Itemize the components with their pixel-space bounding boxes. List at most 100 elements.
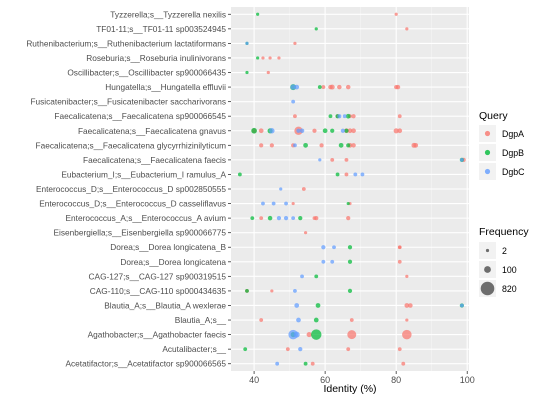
y-tick-label: Dorea;s__Dorea longicatena_B xyxy=(110,242,226,252)
data-point-dgbc xyxy=(275,361,280,366)
data-point-dgpb xyxy=(314,274,319,279)
data-point-dgpb xyxy=(322,128,328,134)
data-point-dgpa xyxy=(268,56,272,60)
data-point-dgbc xyxy=(321,259,326,264)
data-point-dgpb xyxy=(330,128,335,133)
legend-size-label: 820 xyxy=(502,284,517,294)
data-point-dgbc xyxy=(290,84,296,90)
legend-title-query: Query xyxy=(479,110,508,122)
data-point-dgbc xyxy=(284,201,288,206)
data-point-dgpb xyxy=(256,56,260,60)
data-point-dgbc xyxy=(294,84,300,90)
data-point-dgpa xyxy=(405,318,409,322)
data-point-dgpa xyxy=(291,201,295,206)
data-point-dgpb xyxy=(256,12,260,16)
data-point-dgpa xyxy=(351,143,356,148)
y-tick-label: Fusicatenibacter;s__Fusicatenibacter sac… xyxy=(30,97,226,107)
data-point-dgbc xyxy=(299,128,305,134)
x-axis-title: Identity (%) xyxy=(323,383,376,395)
y-tick-label: Tyzzerella;s__Tyzzerella nexilis xyxy=(110,9,226,19)
data-point-dgpb xyxy=(346,201,350,206)
data-point-dgbc xyxy=(296,317,301,323)
y-tick-label: Enterococcus_A;s__Enterococcus_A avium xyxy=(66,213,227,223)
y-tick-label: TF01-11;s__TF01-11 sp003524945 xyxy=(96,24,226,34)
data-point-dgpb xyxy=(303,142,308,148)
data-point-dgpb xyxy=(267,215,273,221)
data-point-dgpb xyxy=(313,317,319,323)
legend-swatch-dgpa xyxy=(484,130,491,137)
legend-size-swatch xyxy=(480,281,495,296)
x-tick-label: 40 xyxy=(249,375,259,385)
data-point-dgbc xyxy=(459,303,464,308)
data-point-dgpb xyxy=(338,142,344,148)
y-tick-label: Faecalicatena;s__Faecalicatena glycyrrhi… xyxy=(36,140,227,150)
y-tick-label: Faecalicatena;s__Faecalicatena gnavus xyxy=(78,126,226,136)
data-point-dgpa xyxy=(405,274,409,278)
data-point-dgbc xyxy=(293,331,300,338)
y-tick-label: Acutalibacter;s__ xyxy=(162,344,226,354)
data-point-dgpa xyxy=(408,303,413,308)
data-point-dgpa xyxy=(312,128,317,133)
legend-swatch-dgbc xyxy=(484,168,491,175)
data-point-dgpa xyxy=(345,84,351,90)
data-point-dgpa xyxy=(261,56,265,60)
data-point-dgpa xyxy=(405,27,409,31)
y-tick-label: Enterococcus_D;s__Enterococcus_D sp00285… xyxy=(36,184,226,194)
data-point-dgpb xyxy=(237,172,242,177)
data-point-dgpa xyxy=(394,12,398,16)
legend-size-swatch xyxy=(485,248,490,253)
data-point-dgpa xyxy=(347,330,357,340)
data-point-dgpa xyxy=(344,157,349,162)
data-point-dgpb xyxy=(315,303,321,308)
data-point-dgpa xyxy=(310,361,315,366)
data-point-dgpb xyxy=(311,329,322,340)
data-point-dgbc xyxy=(293,143,297,148)
x-tick-label: 100 xyxy=(460,375,475,385)
data-point-dgbc xyxy=(330,259,335,264)
data-point-dgpb xyxy=(314,27,318,31)
data-point-dgpa xyxy=(347,128,353,134)
data-point-dgbc xyxy=(459,157,464,162)
data-point-dgpa xyxy=(328,84,333,90)
legend-size-label: 100 xyxy=(502,265,517,275)
data-point-dgpa xyxy=(346,347,351,352)
data-point-dgpb xyxy=(250,216,255,221)
data-point-dgbc xyxy=(291,216,296,221)
data-point-dgbc xyxy=(245,41,249,46)
data-point-dgpa xyxy=(270,289,274,293)
data-point-dgpb xyxy=(328,114,333,119)
data-point-dgbc xyxy=(294,303,300,308)
y-tick-label: Ruthenibacterium;s__Ruthenibacterium lac… xyxy=(26,38,226,48)
data-point-dgpa xyxy=(398,245,402,249)
data-point-dgpa xyxy=(337,84,342,90)
data-point-dgpb xyxy=(251,127,257,134)
data-point-dgpa xyxy=(259,216,264,221)
data-point-dgbc xyxy=(291,99,296,104)
data-point-dgbc xyxy=(269,128,275,134)
y-tick-label: CAG-110;s__CAG-110 sp000434635 xyxy=(90,286,227,296)
y-tick-label: CAG-127;s__CAG-127 sp900319515 xyxy=(89,271,227,281)
data-point-dgpa xyxy=(404,303,410,308)
data-point-dgpa xyxy=(351,114,356,119)
data-point-dgbc xyxy=(293,289,297,293)
y-tick-label: Faecalicatena;s__Faecalicatena sp9000665… xyxy=(54,111,226,121)
data-point-dgpa xyxy=(346,216,351,221)
y-tick-label: Oscillibacter;s__Oscillibacter sp9000664… xyxy=(67,68,226,78)
data-point-dgpa xyxy=(266,70,270,75)
data-point-dgpb xyxy=(347,259,353,264)
data-point-dgpa xyxy=(397,128,403,134)
data-point-dgbc xyxy=(276,216,282,221)
data-point-dgpa xyxy=(293,41,297,46)
y-tick-label: Agathobacter;s__Agathobacter faecis xyxy=(88,330,226,340)
data-point-dgpa xyxy=(301,187,306,191)
data-point-dgpb xyxy=(344,128,349,133)
data-point-dgpb xyxy=(245,70,249,75)
y-tick-label: Hungatella;s__Hungatella effluvii xyxy=(105,82,226,92)
data-point-dgpa xyxy=(303,231,308,235)
data-point-dgpb xyxy=(245,289,249,293)
data-point-dgpa xyxy=(258,128,264,134)
data-point-dgpa xyxy=(269,143,274,148)
data-point-dgbc xyxy=(321,245,326,250)
